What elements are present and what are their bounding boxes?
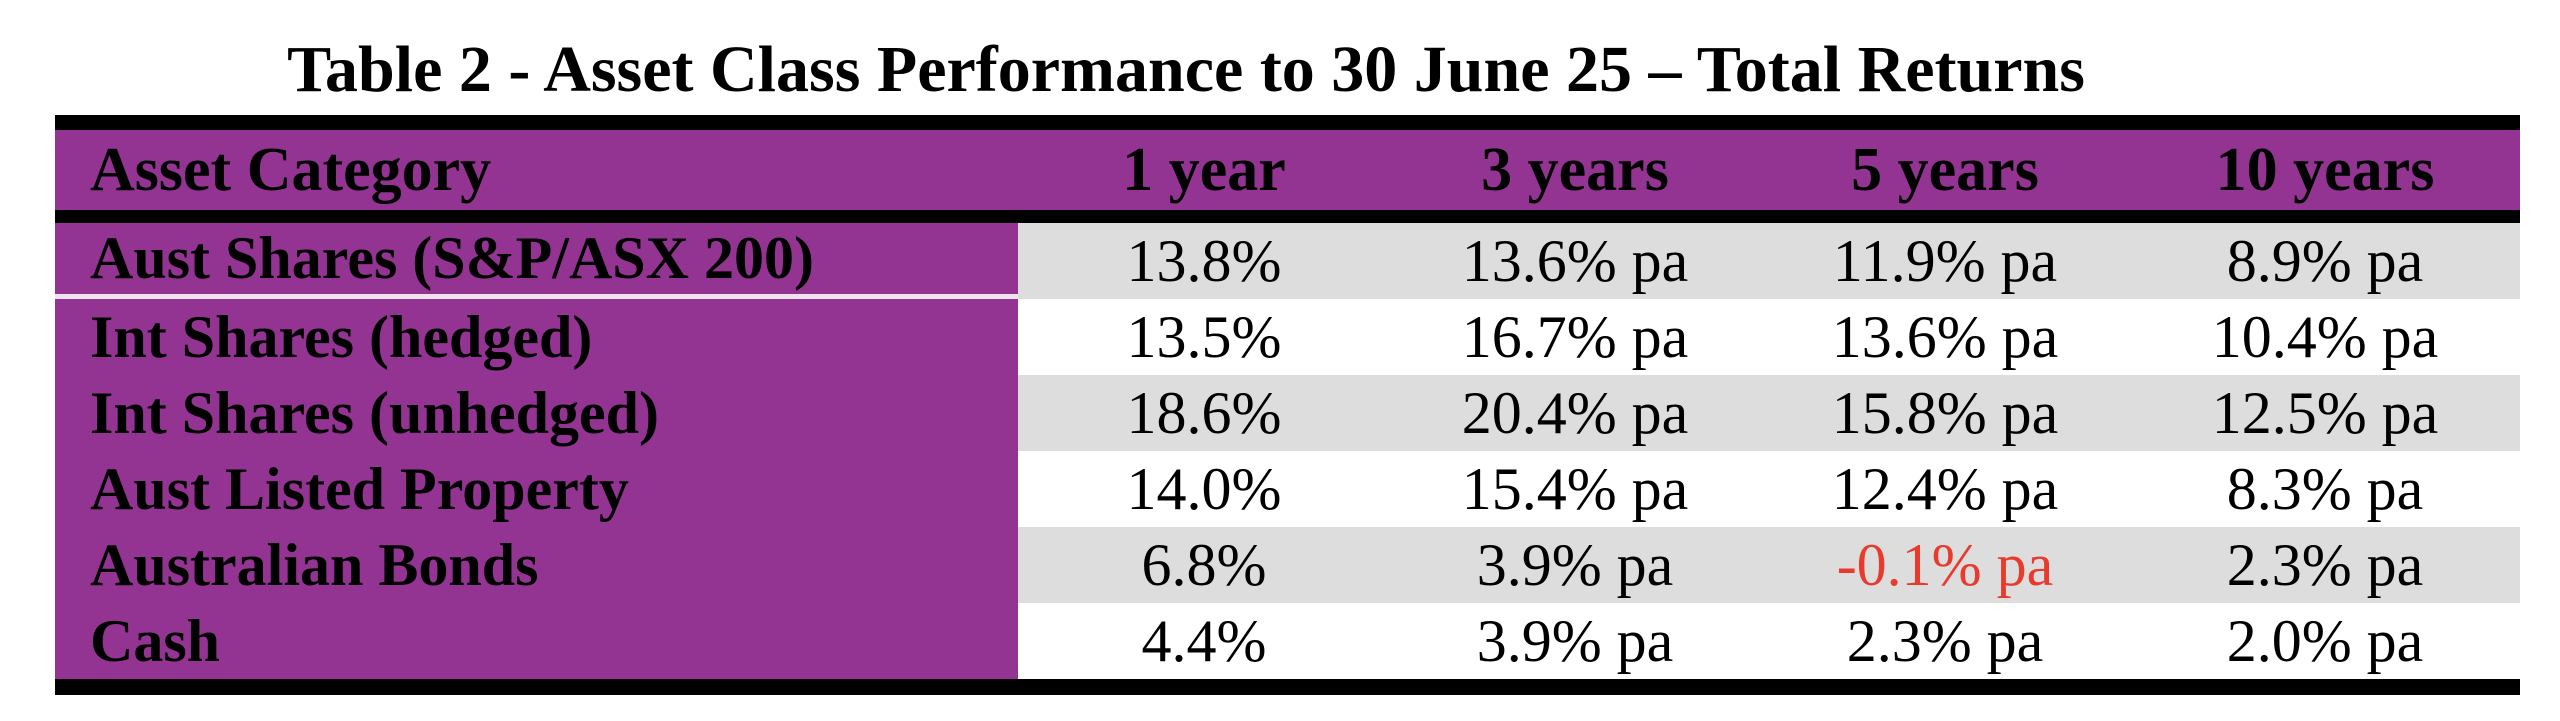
value-cell-3yr: 13.6% pa (1390, 223, 1760, 299)
value-cell-5yr: 13.6% pa (1831, 303, 2059, 370)
value-cell-10yr: 2.3% pa (2130, 527, 2520, 603)
table-row-cash: Cash 4.4% 3.9% pa 2.3% pa 2.0% pa (55, 603, 2520, 679)
column-header-1-year: 1 year (1122, 135, 1286, 204)
table-top-border (55, 115, 2520, 130)
table-row-aust-listed-property: Aust Listed Property 14.0% 15.4% pa 12.4… (55, 451, 2520, 527)
value-cell-5yr: 2.3% pa (1846, 607, 2044, 674)
asset-performance-table: Asset Category 1 year 3 years 5 years 10… (55, 115, 2520, 695)
asset-category-cell: Cash (55, 603, 1018, 679)
value-cell-3yr: 20.4% pa (1390, 375, 1760, 451)
value-cell-3yr: 3.9% pa (1476, 607, 1674, 674)
column-header-3-years: 3 years (1481, 135, 1669, 204)
value-cell-5yr: 11.9% pa (1760, 223, 2130, 299)
value-cell-5yr: -0.1% pa (1760, 527, 2130, 603)
value-cell-10yr: 8.3% pa (2226, 455, 2424, 522)
asset-category-cell: Australian Bonds (55, 527, 1018, 603)
value-cell-1yr: 14.0% (1126, 455, 1282, 522)
table-header-row: Asset Category 1 year 3 years 5 years 10… (55, 130, 2520, 210)
table-row-aust-shares: Aust Shares (S&P/ASX 200) 13.8% 13.6% pa… (55, 223, 2520, 299)
value-cell-1yr: 13.5% (1126, 303, 1282, 370)
value-cell-3yr: 15.4% pa (1461, 455, 1689, 522)
column-header-10-years: 10 years (2215, 135, 2435, 204)
table-row-australian-bonds: Australian Bonds 6.8% 3.9% pa -0.1% pa 2… (55, 527, 2520, 603)
value-cell-1yr: 4.4% (1141, 607, 1267, 674)
table-row-int-shares-hedged: Int Shares (hedged) 13.5% 16.7% pa 13.6%… (55, 299, 2520, 375)
value-cell-10yr: 12.5% pa (2130, 375, 2520, 451)
value-cell-10yr: 2.0% pa (2226, 607, 2424, 674)
table-row-int-shares-unhedged: Int Shares (unhedged) 18.6% 20.4% pa 15.… (55, 375, 2520, 451)
value-cell-5yr: 15.8% pa (1760, 375, 2130, 451)
value-cell-3yr: 16.7% pa (1461, 303, 1689, 370)
table-title: Table 2 - Asset Class Performance to 30 … (287, 33, 2085, 106)
table-bottom-border (55, 679, 2520, 695)
value-cell-5yr: 12.4% pa (1831, 455, 2059, 522)
asset-category-cell: Int Shares (unhedged) (55, 375, 1018, 451)
value-cell-10yr: 8.9% pa (2130, 223, 2520, 299)
value-cell-3yr: 3.9% pa (1390, 527, 1760, 603)
asset-category-cell: Int Shares (hedged) (55, 299, 1018, 375)
value-cell-10yr: 10.4% pa (2211, 303, 2439, 370)
value-cell-1yr: 6.8% (1018, 527, 1390, 603)
column-header-asset-category: Asset Category (90, 135, 492, 204)
asset-category-cell: Aust Listed Property (55, 451, 1018, 527)
column-header-5-years: 5 years (1851, 135, 2039, 204)
asset-category-cell: Aust Shares (S&P/ASX 200) (55, 223, 1018, 299)
value-cell-1yr: 13.8% (1018, 223, 1390, 299)
value-cell-1yr: 18.6% (1018, 375, 1390, 451)
table-header-divider (55, 210, 2520, 223)
